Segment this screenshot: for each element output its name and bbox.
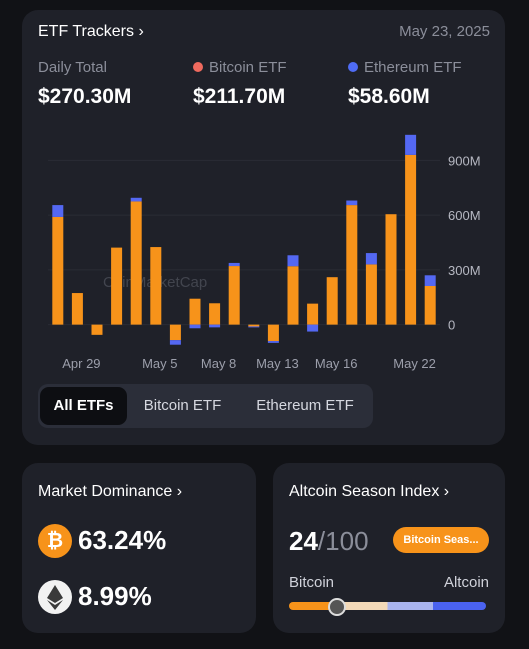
bar-segment [189, 298, 201, 325]
season-index: 24/100 [289, 526, 369, 557]
total-value: $58.60M [348, 85, 430, 108]
dominance-title[interactable]: Market Dominance › [38, 483, 183, 500]
index: 24 [289, 526, 318, 556]
tab[interactable]: Bitcoin ETF [143, 397, 222, 414]
season-bar [289, 602, 486, 610]
eth-dominance: 8.99% [78, 581, 152, 611]
total-value: $211.70M [193, 85, 286, 108]
bar-segment [385, 214, 397, 325]
etf-card [22, 10, 505, 445]
bar-segment [405, 134, 417, 155]
bar-segment [326, 277, 338, 325]
total-label-text: Ethereum ETF [364, 59, 462, 76]
season-badge: Bitcoin Seas... [393, 527, 489, 553]
bar-segment [91, 324, 103, 335]
bar-segment [189, 324, 201, 329]
bar-segment [287, 255, 299, 267]
total-label: Daily Total [38, 59, 107, 76]
bar-segment [307, 324, 319, 332]
bar-segment [228, 262, 240, 267]
title-text: Market Dominance [38, 483, 173, 500]
bar-segment [365, 253, 377, 265]
bar-segment [111, 247, 123, 325]
legend-dot [193, 62, 203, 72]
title-text: Altcoin Season Index [289, 483, 440, 500]
bar-segment [424, 285, 436, 325]
date: May 23, 2025 [399, 23, 490, 40]
total-label-text: Daily Total [38, 59, 107, 76]
bar-segment [307, 303, 319, 325]
bar-segment [71, 293, 83, 325]
bar-segment [365, 264, 377, 325]
bar-segment [228, 266, 240, 325]
btc-icon: ₿ [38, 524, 72, 558]
bar-segment [346, 200, 358, 206]
tab[interactable]: Ethereum ETF [256, 397, 354, 414]
bar-segment [130, 197, 142, 202]
y-tick-label: 900M [448, 153, 481, 168]
bar-segment [52, 216, 64, 325]
y-tick-label: 300M [448, 263, 481, 278]
btc-dominance: 63.24% [78, 525, 167, 555]
x-tick-label: May 16 [315, 356, 358, 371]
bar-segment [52, 205, 64, 217]
index-max: /100 [317, 526, 369, 556]
total-value: $270.30M [38, 85, 132, 108]
bar-segment [209, 303, 221, 325]
x-tick-label: May 22 [393, 356, 436, 371]
tab[interactable]: All ETFs [40, 387, 127, 425]
eth-icon [38, 580, 72, 614]
bar-segment [424, 275, 436, 286]
left-label: Bitcoin [289, 574, 335, 591]
bar-segment [287, 266, 299, 325]
bar-segment [169, 340, 181, 345]
total-label: Bitcoin ETF [193, 59, 287, 76]
season-knob [328, 598, 346, 616]
legend-dot [348, 62, 358, 72]
title-text: ETF Trackers [38, 23, 135, 40]
y-tick-label: 600M [448, 208, 481, 223]
right-label: Altcoin [443, 574, 489, 591]
total-label-text: Bitcoin ETF [209, 59, 287, 76]
bar-segment [346, 205, 358, 325]
bar-segment [248, 324, 260, 327]
bar-segment [405, 154, 417, 325]
x-tick-label: May 13 [256, 356, 299, 371]
x-tick-label: May 8 [201, 356, 236, 371]
bar-segment [150, 247, 162, 325]
bar-segment [267, 341, 279, 343]
bar-segment [267, 324, 279, 342]
etf-title[interactable]: ETF Trackers › [38, 23, 144, 40]
y-tick-label: 0 [448, 318, 455, 333]
x-tick-label: May 5 [142, 356, 177, 371]
total-label: Ethereum ETF [348, 59, 462, 76]
altcoin-title[interactable]: Altcoin Season Index › [289, 483, 450, 500]
x-tick-label: Apr 29 [62, 356, 100, 371]
bar-segment [209, 324, 221, 328]
bar-segment [130, 201, 142, 325]
bar-segment [248, 326, 260, 328]
bar-segment [169, 324, 181, 341]
